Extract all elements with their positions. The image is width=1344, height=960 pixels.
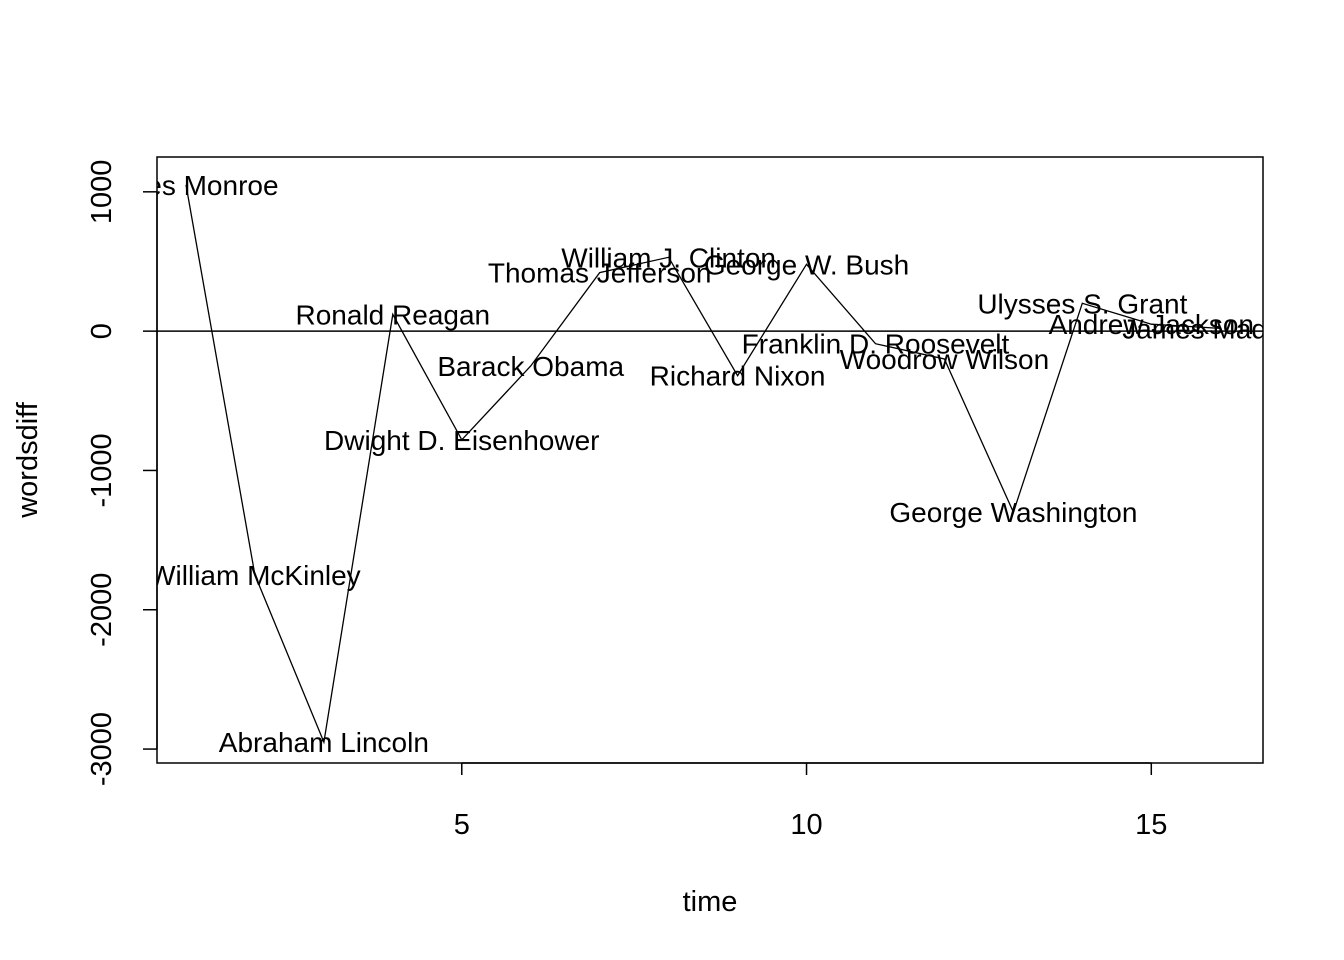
point-label: William McKinley — [149, 560, 361, 591]
point-label: Ulysses S. Grant — [977, 288, 1187, 319]
y-tick-label: -1000 — [86, 433, 118, 507]
y-tick-label: -3000 — [86, 712, 118, 786]
series-line — [185, 184, 1221, 745]
point-label: Franklin D. Roosevelt — [742, 329, 1010, 360]
point-label: Woodrow Wilson — [840, 344, 1050, 375]
y-tick-label: 1000 — [86, 160, 118, 225]
y-axis-label: wordsdiff — [12, 401, 44, 518]
point-label: Abraham Lincoln — [219, 727, 429, 758]
point-label: George W. Bush — [704, 249, 909, 280]
x-tick-label: 10 — [790, 809, 822, 841]
x-axis: 5 10 15 — [454, 762, 1167, 841]
point-label: Andrew Jackson — [1049, 309, 1254, 340]
point-label: James Madison — [1122, 313, 1318, 344]
y-tick-label: -2000 — [86, 573, 118, 647]
plot-frame — [156, 156, 1264, 764]
point-label: James Monroe — [93, 170, 278, 201]
point-label: George Washington — [889, 497, 1137, 528]
y-tick-label: 0 — [86, 323, 118, 339]
y-axis: 1000 0 -1000 -2000 -3000 — [86, 160, 158, 786]
point-label: William J. Clinton — [561, 242, 776, 273]
point-label: Richard Nixon — [650, 361, 826, 392]
point-label: Barack Obama — [437, 351, 624, 382]
point-label: Dwight D. Eisenhower — [324, 425, 599, 456]
point-label: Ronald Reagan — [296, 299, 491, 330]
point-label: Thomas Jefferson — [488, 258, 712, 289]
x-axis-label: time — [683, 886, 738, 918]
x-tick-label: 5 — [454, 809, 470, 841]
x-tick-label: 15 — [1135, 809, 1167, 841]
plot-area: James Monroe William McKinley Abraham Linc… — [93, 170, 1318, 758]
